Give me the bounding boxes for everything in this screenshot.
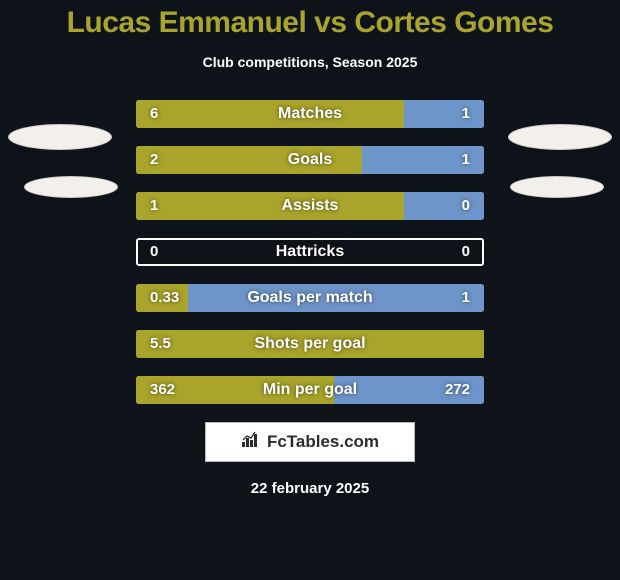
stat-row: 0.331Goals per match <box>136 284 484 312</box>
stat-row: 21Goals <box>136 146 484 174</box>
page-title: Lucas Emmanuel vs Cortes Gomes <box>0 0 620 40</box>
team-oval <box>24 176 118 198</box>
stat-row: 00Hattricks <box>136 238 484 266</box>
team-oval <box>510 176 604 198</box>
stat-row: 5.5Shots per goal <box>136 330 484 358</box>
subtitle: Club competitions, Season 2025 <box>0 54 620 70</box>
stat-label: Min per goal <box>136 376 484 404</box>
stat-row: 362272Min per goal <box>136 376 484 404</box>
stat-label: Assists <box>136 192 484 220</box>
stat-label: Goals per match <box>136 284 484 312</box>
team-oval <box>508 124 612 150</box>
fctables-label: FcTables.com <box>267 432 379 452</box>
stat-row: 61Matches <box>136 100 484 128</box>
stat-label: Hattricks <box>136 238 484 266</box>
date-text: 22 february 2025 <box>0 480 620 497</box>
stat-row: 10Assists <box>136 192 484 220</box>
stat-label: Matches <box>136 100 484 128</box>
stat-label: Shots per goal <box>136 330 484 358</box>
stat-label: Goals <box>136 146 484 174</box>
bar-chart-icon <box>241 431 261 454</box>
team-oval <box>8 124 112 150</box>
fctables-badge[interactable]: FcTables.com <box>205 422 415 462</box>
